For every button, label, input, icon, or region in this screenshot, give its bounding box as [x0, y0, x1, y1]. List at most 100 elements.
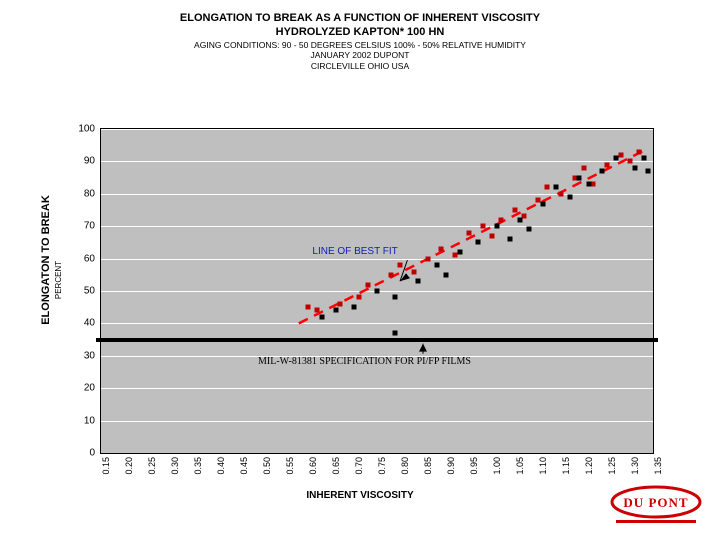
title-line5: CIRCLEVILLE OHIO USA: [0, 61, 720, 72]
data-point: [582, 165, 587, 170]
data-point: [393, 331, 398, 336]
y-tick: 30: [84, 350, 95, 361]
x-tick: 0.85: [423, 457, 433, 475]
x-tick: 1.05: [515, 457, 525, 475]
data-point: [365, 282, 370, 287]
bestfit-annotation: LINE OF BEST FIT: [312, 246, 397, 257]
data-point: [319, 314, 324, 319]
dupont-logo: DU PONT: [610, 485, 702, 530]
x-tick: 0.75: [377, 457, 387, 475]
x-tick: 0.90: [446, 457, 456, 475]
data-point: [467, 230, 472, 235]
y-tick: 80: [84, 188, 95, 199]
y-axis-label: ELONGATON TO BREAK: [40, 150, 52, 370]
x-tick: 0.55: [285, 457, 295, 475]
data-point: [494, 224, 499, 229]
title-line4: JANUARY 2002 DUPONT: [0, 50, 720, 61]
data-point: [356, 295, 361, 300]
y-tick: 0: [89, 448, 95, 459]
data-point: [540, 201, 545, 206]
x-tick: 0.35: [193, 457, 203, 475]
x-tick: 0.25: [147, 457, 157, 475]
x-tick: 1.10: [538, 457, 548, 475]
data-point: [568, 195, 573, 200]
data-point: [434, 263, 439, 268]
data-point: [490, 233, 495, 238]
x-tick: 1.35: [653, 457, 663, 475]
best-fit-line: [299, 148, 649, 323]
data-point: [338, 301, 343, 306]
data-point: [618, 152, 623, 157]
data-point: [600, 169, 605, 174]
data-point: [416, 279, 421, 284]
data-point: [545, 185, 550, 190]
data-point: [522, 214, 527, 219]
x-tick: 1.00: [492, 457, 502, 475]
data-point: [508, 237, 513, 242]
x-tick: 0.95: [469, 457, 479, 475]
data-point: [499, 217, 504, 222]
y-tick: 50: [84, 286, 95, 297]
x-tick: 0.65: [331, 457, 341, 475]
spec-annotation: MIL-W-81381 SPECIFICATION FOR PI/FP FILM…: [258, 356, 471, 367]
x-tick: 0.80: [400, 457, 410, 475]
data-point: [425, 256, 430, 261]
data-point: [352, 305, 357, 310]
data-point: [526, 227, 531, 232]
x-tick: 0.40: [216, 457, 226, 475]
data-point: [586, 182, 591, 187]
data-point: [398, 263, 403, 268]
x-tick: 0.50: [262, 457, 272, 475]
x-tick: 1.25: [607, 457, 617, 475]
x-tick: 0.45: [239, 457, 249, 475]
x-tick: 0.30: [170, 457, 180, 475]
data-point: [559, 191, 564, 196]
data-point: [517, 217, 522, 222]
data-point: [637, 149, 642, 154]
data-point: [554, 185, 559, 190]
y-tick: 60: [84, 253, 95, 264]
title-line3: AGING CONDITIONS: 90 - 50 DEGREES CELSIU…: [0, 40, 720, 51]
data-point: [646, 169, 651, 174]
x-tick: 1.20: [584, 457, 594, 475]
title-block: ELONGATION TO BREAK AS A FUNCTION OF INH…: [0, 12, 720, 71]
figure-root: { "canvas": {"w":720,"h":540,"bg":"#ffff…: [0, 0, 720, 540]
data-point: [444, 272, 449, 277]
data-point: [628, 159, 633, 164]
y-tick: 20: [84, 383, 95, 394]
title-line2: HYDROLYZED KAPTON* 100 HN: [0, 26, 720, 40]
data-point: [632, 165, 637, 170]
svg-text:DU PONT: DU PONT: [623, 495, 688, 510]
y-axis-sublabel: PERCENT: [54, 240, 63, 320]
x-tick: 0.70: [354, 457, 364, 475]
data-point: [614, 156, 619, 161]
data-point: [306, 305, 311, 310]
data-point: [605, 162, 610, 167]
data-point: [393, 295, 398, 300]
title-line1: ELONGATION TO BREAK AS A FUNCTION OF INH…: [0, 12, 720, 26]
x-tick: 1.30: [630, 457, 640, 475]
y-tick: 40: [84, 318, 95, 329]
y-tick: 10: [84, 415, 95, 426]
data-point: [591, 182, 596, 187]
y-tick: 70: [84, 221, 95, 232]
data-point: [480, 224, 485, 229]
data-point: [333, 308, 338, 313]
y-tick: 100: [78, 124, 95, 135]
data-point: [641, 156, 646, 161]
data-point: [476, 240, 481, 245]
data-point: [375, 289, 380, 294]
data-point: [411, 269, 416, 274]
x-tick: 0.20: [124, 457, 134, 475]
x-tick: 0.15: [101, 457, 111, 475]
data-point: [439, 246, 444, 251]
data-point: [457, 250, 462, 255]
data-point: [513, 208, 518, 213]
data-point: [315, 308, 320, 313]
y-tick: 90: [84, 156, 95, 167]
plot-area: 01020304050607080901000.150.200.250.300.…: [100, 128, 654, 454]
data-point: [577, 175, 582, 180]
x-tick: 0.60: [308, 457, 318, 475]
data-point: [388, 272, 393, 277]
x-tick: 1.15: [561, 457, 571, 475]
